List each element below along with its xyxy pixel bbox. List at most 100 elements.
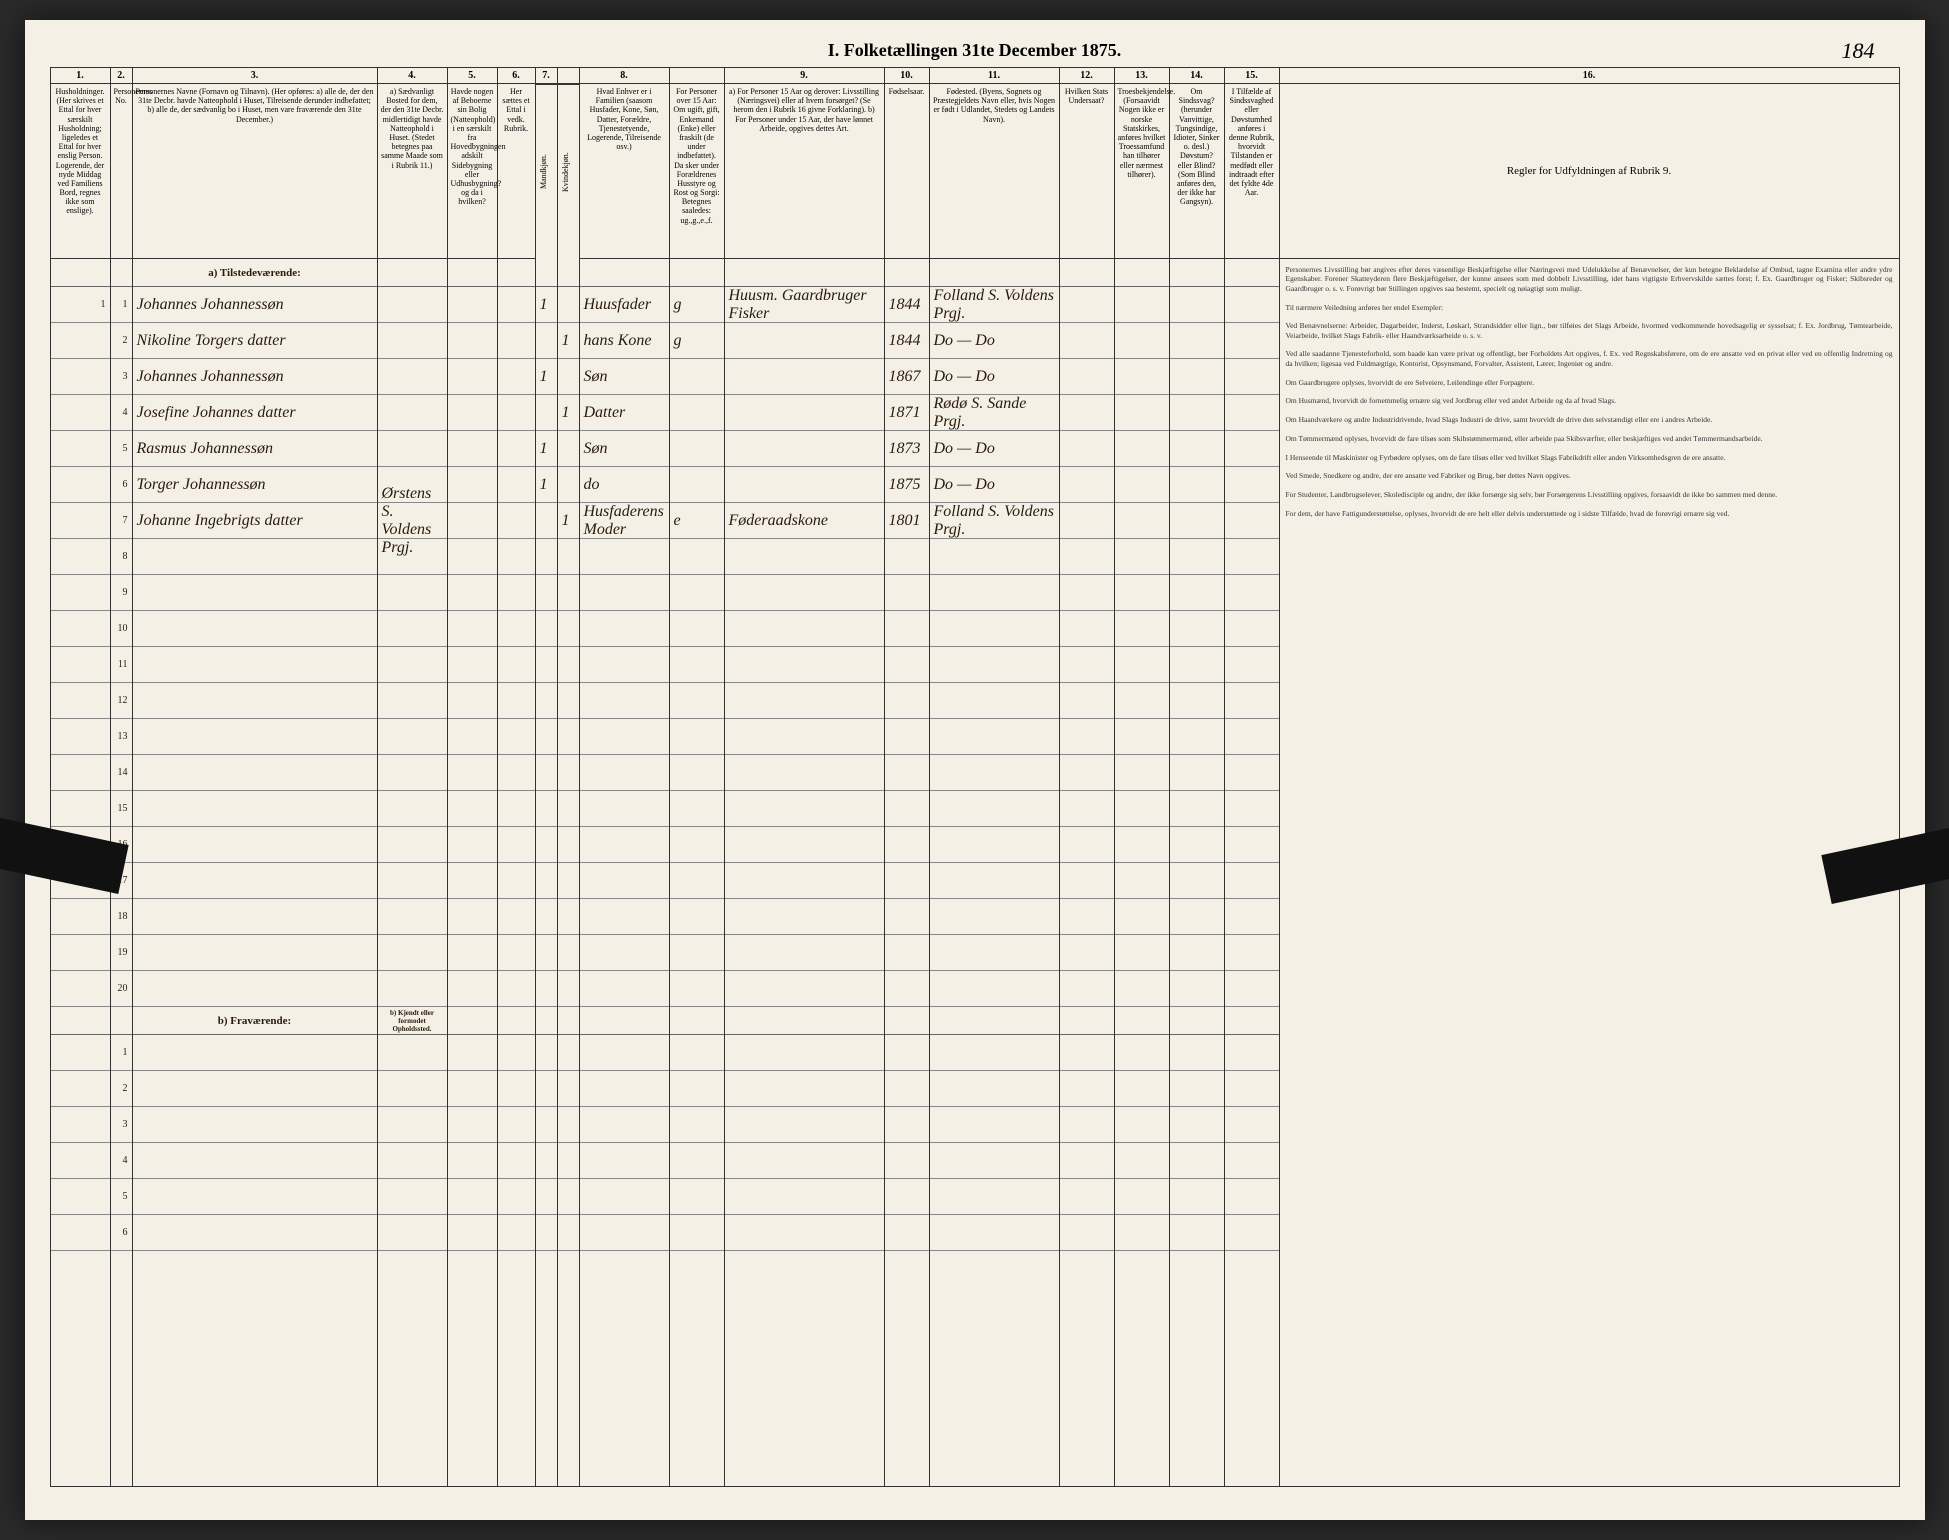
table-cell xyxy=(670,719,724,755)
table-cell xyxy=(670,575,724,611)
section-b-label xyxy=(1115,1007,1169,1035)
table-cell xyxy=(51,683,110,719)
table-cell xyxy=(1115,575,1169,611)
table-cell xyxy=(885,1107,929,1143)
col-disability: 14. Om Sindssvag? (herunder Vanvittige, … xyxy=(1170,68,1225,1486)
table-cell xyxy=(1060,863,1114,899)
table-cell xyxy=(448,683,497,719)
table-cell xyxy=(1060,431,1114,467)
table-cell: e xyxy=(670,503,724,539)
table-cell xyxy=(378,1179,447,1215)
table-cell xyxy=(536,611,557,647)
table-cell xyxy=(448,1071,497,1107)
table-cell xyxy=(1060,467,1114,503)
table-cell xyxy=(1170,899,1224,935)
table-cell xyxy=(1115,287,1169,323)
table-cell xyxy=(1060,1215,1114,1251)
table-cell xyxy=(378,395,447,431)
section-a-label xyxy=(885,259,929,287)
table-cell xyxy=(1115,647,1169,683)
table-cell xyxy=(378,827,447,863)
table-cell xyxy=(558,575,579,611)
table-cell: Folland S. Voldens Prgj. xyxy=(930,503,1059,539)
section-b-label xyxy=(448,1007,497,1035)
table-cell xyxy=(558,539,579,575)
table-cell xyxy=(1170,647,1224,683)
section-b-label xyxy=(1225,1007,1279,1035)
table-cell xyxy=(558,719,579,755)
table-cell xyxy=(536,395,557,431)
table-cell xyxy=(536,791,557,827)
table-cell xyxy=(536,647,557,683)
table-cell: do xyxy=(580,467,669,503)
table-cell xyxy=(51,431,110,467)
table-cell: 15 xyxy=(111,791,132,827)
table-cell xyxy=(498,791,535,827)
table-cell xyxy=(885,899,929,935)
table-cell xyxy=(378,323,447,359)
table-cell xyxy=(378,611,447,647)
table-cell xyxy=(670,467,724,503)
table-cell xyxy=(725,935,884,971)
table-cell xyxy=(930,1179,1059,1215)
table-cell xyxy=(378,755,447,791)
table-cell xyxy=(448,395,497,431)
table-cell xyxy=(725,575,884,611)
table-cell xyxy=(1170,1215,1224,1251)
table-cell xyxy=(1115,863,1169,899)
table-cell xyxy=(448,719,497,755)
table-cell xyxy=(725,467,884,503)
section-a-label xyxy=(111,259,132,287)
table-cell xyxy=(498,899,535,935)
table-cell xyxy=(725,395,884,431)
table-cell xyxy=(580,755,669,791)
table-cell xyxy=(1115,719,1169,755)
table-cell xyxy=(580,647,669,683)
table-cell: Huusfader xyxy=(580,287,669,323)
table-cell xyxy=(1115,467,1169,503)
table-cell xyxy=(498,827,535,863)
table-cell xyxy=(930,1215,1059,1251)
table-cell xyxy=(930,575,1059,611)
table-cell xyxy=(1170,467,1224,503)
table-cell: 1 xyxy=(51,287,110,323)
col-rules: 16. Regler for Udfyldningen af Rubrik 9.… xyxy=(1280,68,1899,1486)
table-cell xyxy=(133,755,377,791)
table-cell: Do — Do xyxy=(930,431,1059,467)
table-cell xyxy=(558,467,579,503)
table-cell xyxy=(51,503,110,539)
table-cell xyxy=(885,1143,929,1179)
table-cell xyxy=(378,431,447,467)
table-cell xyxy=(580,1035,669,1071)
table-cell xyxy=(1115,1035,1169,1071)
table-cell: 2 xyxy=(111,1071,132,1107)
table-cell xyxy=(448,1143,497,1179)
table-cell xyxy=(448,575,497,611)
table-cell xyxy=(1170,323,1224,359)
section-b-label xyxy=(580,1007,669,1035)
table-cell: Rasmus Johannessøn xyxy=(133,431,377,467)
table-cell xyxy=(133,971,377,1007)
table-cell xyxy=(580,539,669,575)
section-a-label xyxy=(1170,259,1224,287)
table-cell xyxy=(885,647,929,683)
table-cell xyxy=(670,935,724,971)
table-cell xyxy=(51,539,110,575)
table-cell xyxy=(1115,359,1169,395)
table-cell xyxy=(1225,431,1279,467)
table-cell xyxy=(1225,575,1279,611)
table-cell: 1871 xyxy=(885,395,929,431)
table-cell xyxy=(670,647,724,683)
col-household: 1. Husholdninger. (Her skrives et Ettal … xyxy=(51,68,111,1486)
table-cell xyxy=(1170,503,1224,539)
table-cell xyxy=(1225,1071,1279,1107)
table-cell xyxy=(536,539,557,575)
table-cell: 10 xyxy=(111,611,132,647)
table-cell xyxy=(51,1071,110,1107)
table-cell xyxy=(536,683,557,719)
table-cell: 1 xyxy=(558,503,579,539)
table-cell xyxy=(725,827,884,863)
col-birthplace: 11. Fødested. (Byens, Sognets og Præsteg… xyxy=(930,68,1060,1486)
table-cell xyxy=(378,1107,447,1143)
table-cell xyxy=(885,539,929,575)
